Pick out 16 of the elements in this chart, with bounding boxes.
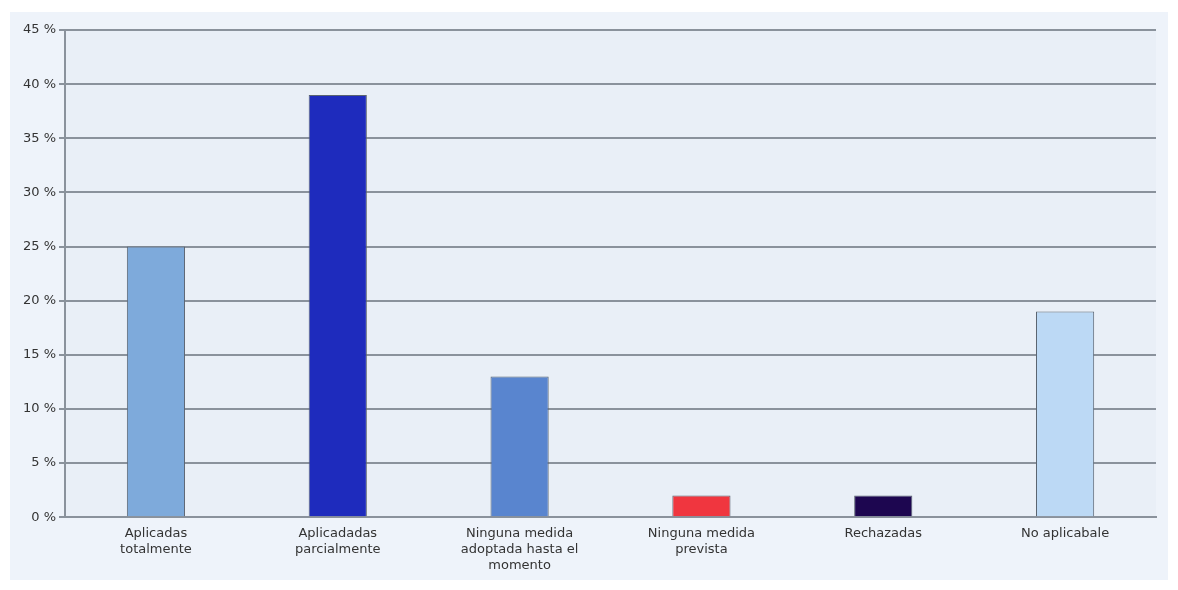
x-tick-label: Ninguna medida adoptada hasta el momento: [460, 525, 579, 572]
y-tick-label: 25 %: [23, 237, 57, 253]
x-tick-label: Aplicadas totalmente: [120, 525, 192, 556]
x-tick-label: Rechazadas: [844, 525, 923, 541]
y-tick-label: 0 %: [31, 508, 57, 524]
y-tick-label: 40 %: [23, 75, 57, 91]
y-tick-label: 35 %: [23, 129, 57, 145]
y-tick-label: 10 %: [23, 400, 57, 416]
x-tick-label: No aplicabale: [1020, 525, 1110, 541]
y-tick-label: 20 %: [23, 292, 57, 308]
y-tick-label: 5 %: [31, 454, 57, 470]
x-tick-label: Aplicadadas parcialmente: [294, 525, 381, 556]
y-tick-label: 15 %: [23, 346, 57, 362]
x-tick-label: Ninguna medida prevista: [647, 525, 756, 556]
y-tick-label: 30 %: [23, 183, 57, 199]
y-tick-label: 45 %: [23, 21, 57, 37]
